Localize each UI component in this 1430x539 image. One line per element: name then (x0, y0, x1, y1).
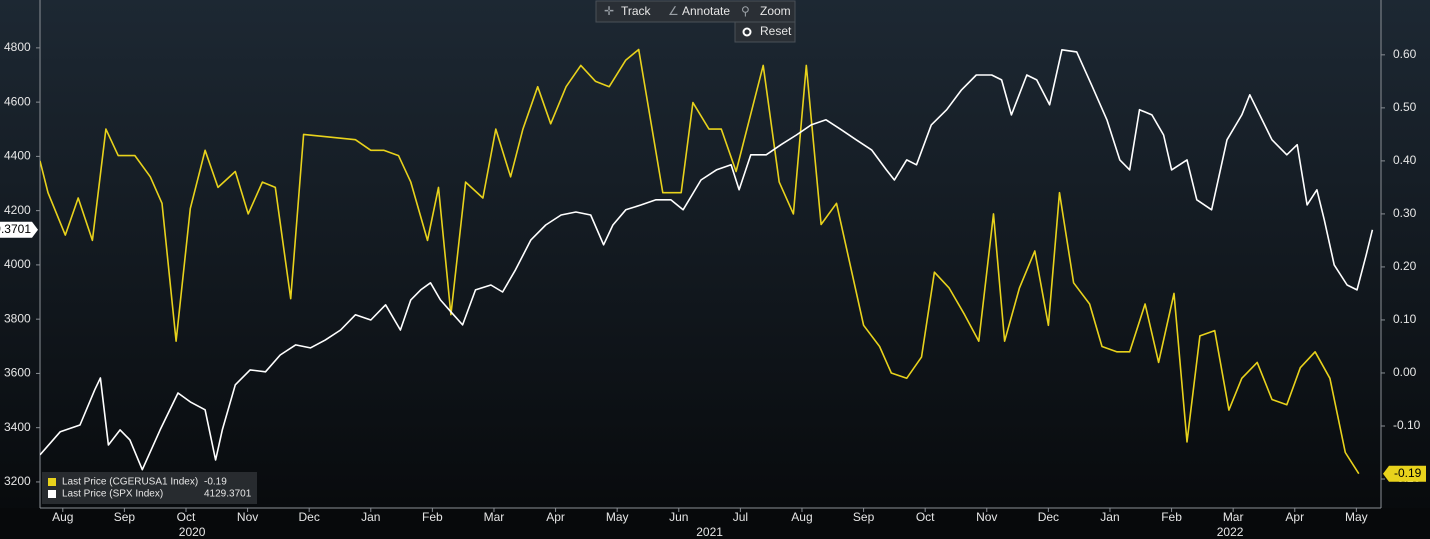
x-tick-label: Jun (669, 510, 688, 524)
series-line (40, 49, 1374, 471)
legend-box (42, 472, 257, 504)
x-tick-label: Aug (52, 510, 73, 524)
x-axis-band (0, 508, 1430, 539)
y2-tick-label: 0.00 (1393, 365, 1417, 379)
track-label[interactable]: Track (621, 4, 652, 18)
annotate-icon: ∠ (668, 4, 679, 18)
x-tick-label: Apr (1285, 510, 1304, 524)
y2-tick-label: 0.60 (1393, 47, 1417, 61)
zoom-button[interactable]: ⚲ Zoom (741, 4, 791, 18)
last-value-tag (0, 221, 38, 238)
y-tick-label: 3600 (4, 366, 31, 380)
y-tick-label: 4200 (4, 203, 31, 217)
toolbar-box (595, 0, 796, 23)
legend-swatch (48, 478, 56, 486)
x-tick-label: Jan (1100, 510, 1119, 524)
reset-box[interactable] (734, 21, 796, 43)
y-tick-label: 4800 (4, 40, 31, 54)
last-value-label: -0.19 (1394, 466, 1422, 480)
track-icon: ✛ (604, 4, 614, 18)
x-tick-label: Jul (733, 510, 748, 524)
x-tick-label: Sep (853, 510, 875, 524)
x-tick-label: Mar (484, 510, 505, 524)
last-value-tag (1383, 465, 1426, 482)
annotate-button[interactable]: ∠ Annotate (668, 4, 730, 18)
reset-label[interactable]: Reset (760, 24, 792, 38)
zoom-label[interactable]: Zoom (760, 4, 791, 18)
axes: 320034003600380040004200440046004800-0.2… (0, 40, 1426, 539)
y2-tick-label: 0.50 (1393, 100, 1417, 114)
plot-area (40, 48, 1374, 475)
x-tick-label: Jan (361, 510, 380, 524)
zoom-icon: ⚲ (741, 4, 750, 18)
x-tick-label: Oct (177, 510, 196, 524)
x-tick-label: May (1345, 510, 1368, 524)
x-tick-label: Dec (299, 510, 320, 524)
x-year-label: 2020 (179, 525, 206, 539)
annotate-label[interactable]: Annotate (682, 4, 730, 18)
x-tick-label: Nov (976, 510, 997, 524)
x-tick-label: Aug (791, 510, 812, 524)
x-tick-label: Dec (1038, 510, 1059, 524)
toolbar: ✛ Track ∠ Annotate ⚲ Zoom Reset (595, 0, 796, 43)
x-year-label: 2021 (696, 525, 723, 539)
y-tick-label: 4400 (4, 149, 31, 163)
legend-value: 4129.3701 (204, 489, 252, 500)
x-year-label: 2022 (1217, 525, 1244, 539)
last-value-label: 4129.3701 (0, 222, 31, 236)
y2-tick-label: -0.10 (1393, 418, 1421, 432)
y-tick-label: 3400 (4, 420, 31, 434)
y-tick-label: 3800 (4, 311, 31, 325)
y-tick-label: 4000 (4, 257, 31, 271)
y-tick-label: 3200 (4, 474, 31, 488)
legend-value: -0.19 (204, 477, 227, 488)
x-tick-label: Oct (916, 510, 935, 524)
x-tick-label: Feb (1161, 510, 1182, 524)
legend-swatch (48, 490, 56, 498)
track-button[interactable]: ✛ Track (604, 4, 652, 18)
series-line (40, 48, 1360, 475)
legend-label: Last Price (CGERUSA1 Index) (62, 477, 198, 488)
legend-label: Last Price (SPX Index) (62, 489, 163, 500)
x-tick-label: Sep (114, 510, 136, 524)
y2-tick-label: 0.10 (1393, 312, 1417, 326)
legend: Last Price (CGERUSA1 Index) -0.19 Last Pri… (42, 472, 257, 504)
x-tick-label: Nov (237, 510, 258, 524)
x-tick-label: Feb (422, 510, 443, 524)
x-tick-label: Apr (546, 510, 565, 524)
y-tick-label: 4600 (4, 94, 31, 108)
y2-tick-label: 0.40 (1393, 153, 1417, 167)
y2-tick-label: 0.20 (1393, 259, 1417, 273)
y2-tick-label: 0.30 (1393, 206, 1417, 220)
x-tick-label: May (606, 510, 629, 524)
reset-icon (742, 27, 752, 37)
x-tick-label: Mar (1223, 510, 1244, 524)
